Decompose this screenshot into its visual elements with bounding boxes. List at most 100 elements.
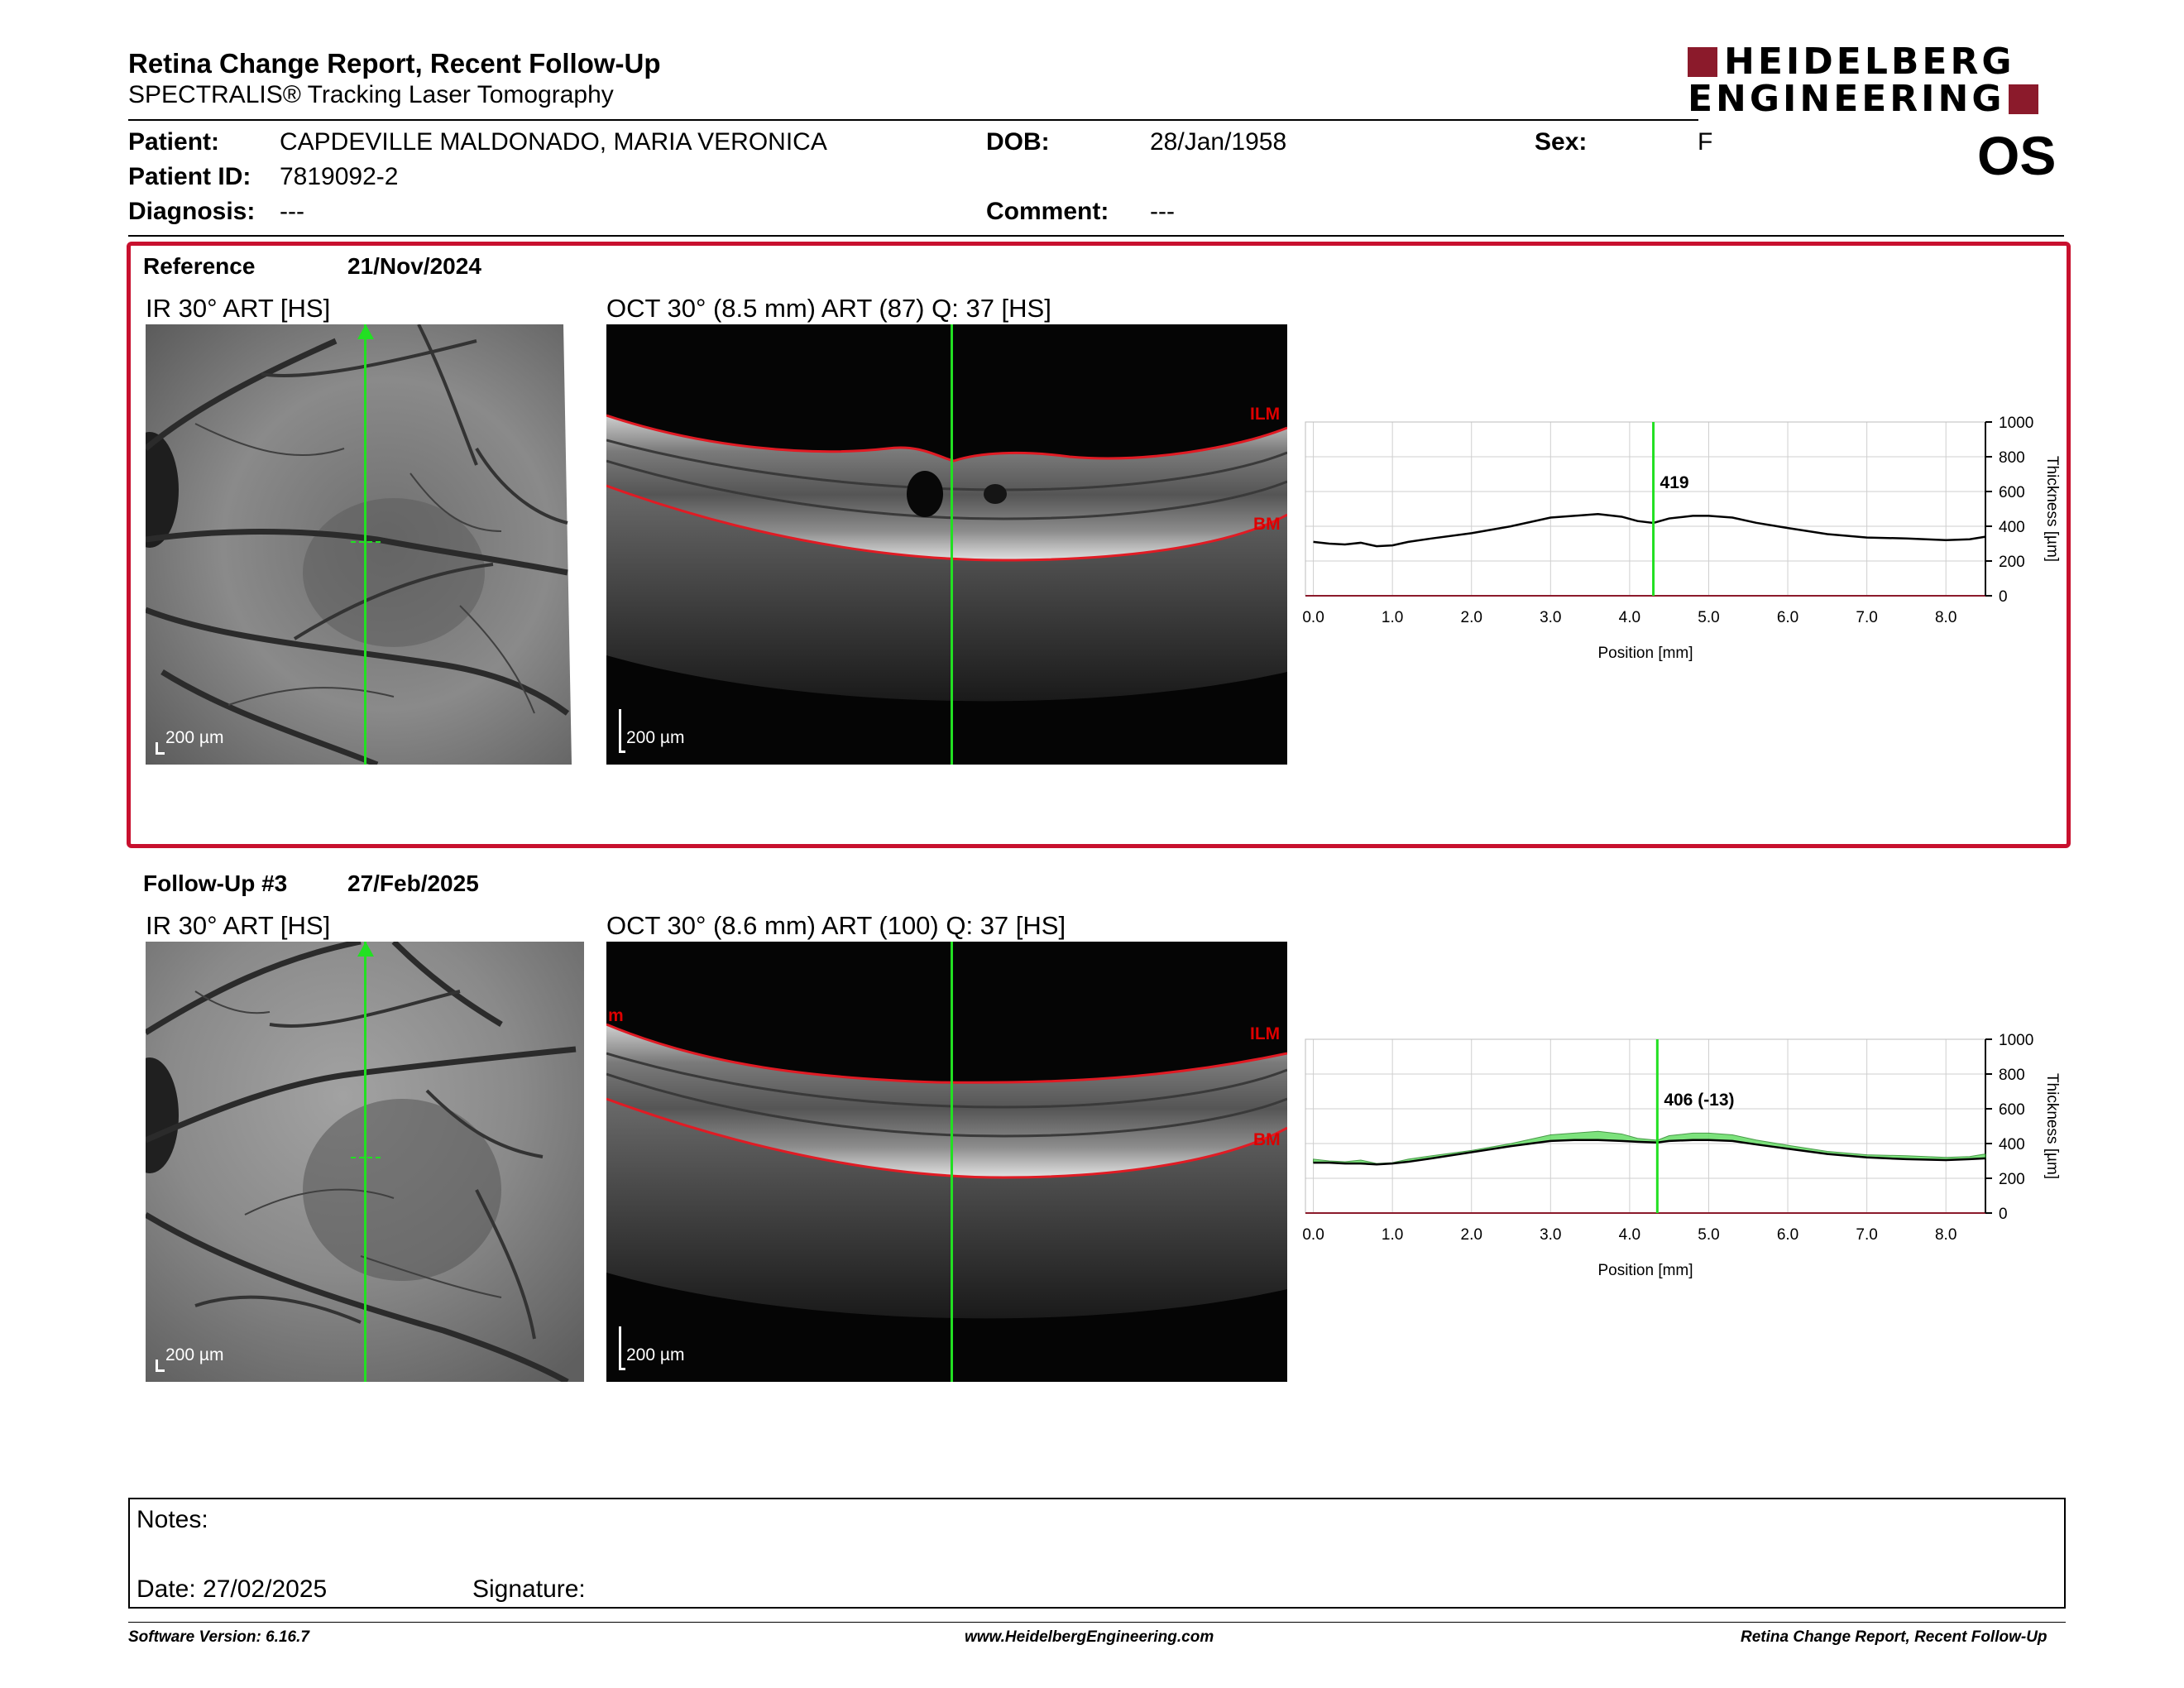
footer-software-version: Software Version: 6.16.7 — [128, 1628, 309, 1646]
followup-oct-svg — [606, 1023, 1287, 1319]
y-tick-label: 1000 — [1999, 415, 2033, 432]
report-title: Retina Change Report, Recent Follow-Up — [128, 48, 661, 79]
reference-ir-scan-line — [364, 324, 366, 765]
sex-label: Sex: — [1535, 128, 1588, 156]
x-tick-label: 7.0 — [1856, 1226, 1877, 1244]
reference-oct-title: OCT 30° (8.5 mm) ART (87) Q: 37 [HS] — [606, 294, 1051, 323]
signature-label: Signature: — [472, 1575, 586, 1603]
x-tick-label: 3.0 — [1540, 1226, 1561, 1244]
patient-divider — [128, 235, 2064, 237]
reference-oct-bscan: ILM BM 200 µm — [606, 324, 1287, 765]
cursor-thickness-label: 419 — [1660, 473, 1689, 492]
followup-oct-scale-bar — [619, 1326, 625, 1370]
x-tick-label: 4.0 — [1619, 1226, 1640, 1244]
notes-date: Date: 27/02/2025 — [136, 1575, 328, 1603]
header-divider — [128, 119, 1698, 121]
reference-ir-fundus-image: 200 µm — [146, 324, 584, 765]
followup-thickness-chart: 0 200 400 600 800 1000 0.0 1.0 2.0 3.0 4.0 5.0 6.0 7.… — [1302, 1032, 2061, 1279]
reference-ir-title: IR 30° ART [HS] — [146, 294, 331, 323]
x-tick-label: 1.0 — [1382, 609, 1403, 626]
x-tick-label: 7.0 — [1856, 609, 1877, 626]
heidelberg-logo: HEIDELBERG — [1688, 41, 2015, 83]
reference-oct-scan-line — [951, 324, 953, 765]
logo-square-top — [1688, 47, 1717, 77]
logo-text-line2: ENGINEERING — [1688, 78, 2005, 120]
x-tick-label: 8.0 — [1935, 609, 1956, 626]
footer-divider — [128, 1622, 2066, 1623]
followup-ir-fundus-image: 200 µm — [146, 942, 584, 1382]
y-tick-label: 1000 — [1999, 1032, 2033, 1049]
patient-name: CAPDEVILLE MALDONADO, MARIA VERONICA — [280, 128, 827, 156]
followup-ir-scale-bar — [156, 1360, 165, 1372]
patient-label: Patient: — [128, 128, 220, 156]
thickness-difference-area — [1313, 1130, 1986, 1165]
followup-date: 27/Feb/2025 — [347, 870, 479, 896]
logo-square-bottom — [2008, 84, 2038, 114]
x-tick-label: 8.0 — [1935, 1226, 1956, 1244]
y-axis-label: Thickness [µm] — [2043, 1073, 2061, 1179]
comment-label: Comment: — [986, 198, 1109, 225]
reference-ilm-label: ILM — [1250, 405, 1281, 424]
y-tick-label: 800 — [1999, 449, 2025, 467]
x-tick-label: 5.0 — [1698, 1226, 1719, 1244]
y-tick-label: 800 — [1999, 1067, 2025, 1084]
sex-value: F — [1698, 128, 1713, 156]
y-tick-label: 200 — [1999, 1171, 2025, 1188]
reference-date: 21/Nov/2024 — [347, 253, 481, 279]
followup-ir-scale-text: 200 µm — [165, 1345, 224, 1364]
reference-frame — [127, 242, 2071, 848]
x-tick-label: 6.0 — [1777, 609, 1798, 626]
reference-ir-center-mark — [351, 541, 381, 543]
notes-label: Notes: — [136, 1506, 208, 1533]
x-tick-label: 2.0 — [1461, 609, 1482, 626]
followup-oct-scale-text: 200 µm — [626, 1345, 685, 1364]
y-tick-label: 0 — [1999, 588, 2008, 606]
diagnosis-value: --- — [280, 198, 304, 225]
thickness-profile-line — [1313, 1139, 1986, 1166]
report-subtitle: SPECTRALIS® Tracking Laser Tomography — [128, 81, 614, 108]
logo-text-line1: HEIDELBERG — [1724, 41, 2015, 83]
y-tick-label: 0 — [1999, 1206, 2008, 1223]
followup-ir-scan-arrow-icon — [357, 942, 374, 957]
followup-ir-scan-line — [364, 942, 366, 1382]
x-tick-label: 1.0 — [1382, 1226, 1403, 1244]
x-tick-label: 2.0 — [1461, 1226, 1482, 1244]
thickness-profile-line — [1313, 513, 1986, 548]
followup-bm-label: BM — [1253, 1130, 1281, 1149]
eye-label: OS — [1977, 125, 2057, 186]
cursor-thickness-label: 406 (-13) — [1664, 1091, 1734, 1110]
reference-ir-scale-text: 200 µm — [165, 728, 224, 747]
y-tick-label: 600 — [1999, 1101, 2025, 1119]
plot-frame — [1305, 421, 1986, 597]
footer-report-name: Retina Change Report, Recent Follow-Up — [1741, 1628, 2048, 1646]
followup-ilm-label: ILM — [1250, 1024, 1281, 1043]
x-axis-label: Position [mm] — [1597, 645, 1693, 662]
y-axis-label: Thickness [µm] — [2043, 456, 2061, 562]
reference-label: Reference — [143, 253, 256, 279]
y-tick-label: 600 — [1999, 484, 2025, 501]
followup-oct-bscan: m ILM BM 200 µm — [606, 942, 1287, 1382]
comment-value: --- — [1150, 198, 1175, 225]
reference-bm-label: BM — [1253, 515, 1281, 534]
x-axis-label: Position [mm] — [1597, 1262, 1693, 1279]
y-tick-label: 200 — [1999, 554, 2025, 571]
followup-ir-center-mark — [351, 1157, 381, 1158]
followup-label: Follow-Up #3 — [143, 870, 288, 896]
reference-ir-scan-arrow-icon — [357, 324, 374, 339]
x-tick-label: 3.0 — [1540, 609, 1561, 626]
x-tick-label: 6.0 — [1777, 1226, 1798, 1244]
x-tick-label: 0.0 — [1302, 609, 1324, 626]
dob-value: 28/Jan/1958 — [1150, 128, 1287, 156]
reference-ir-scale-bar — [156, 742, 165, 755]
heidelberg-logo-line2: ENGINEERING — [1688, 78, 2038, 120]
y-tick-label: 400 — [1999, 1136, 2025, 1153]
patient-id-label: Patient ID: — [128, 163, 251, 190]
followup-oct-scan-line — [951, 942, 953, 1382]
followup-edge-mark: m — [608, 1006, 624, 1025]
followup-oct-title: OCT 30° (8.6 mm) ART (100) Q: 37 [HS] — [606, 911, 1066, 940]
patient-id-value: 7819092-2 — [280, 163, 399, 190]
x-tick-label: 4.0 — [1619, 609, 1640, 626]
x-tick-label: 0.0 — [1302, 1226, 1324, 1244]
reference-oct-scale-text: 200 µm — [626, 728, 685, 747]
reference-oct-svg — [606, 414, 1287, 702]
